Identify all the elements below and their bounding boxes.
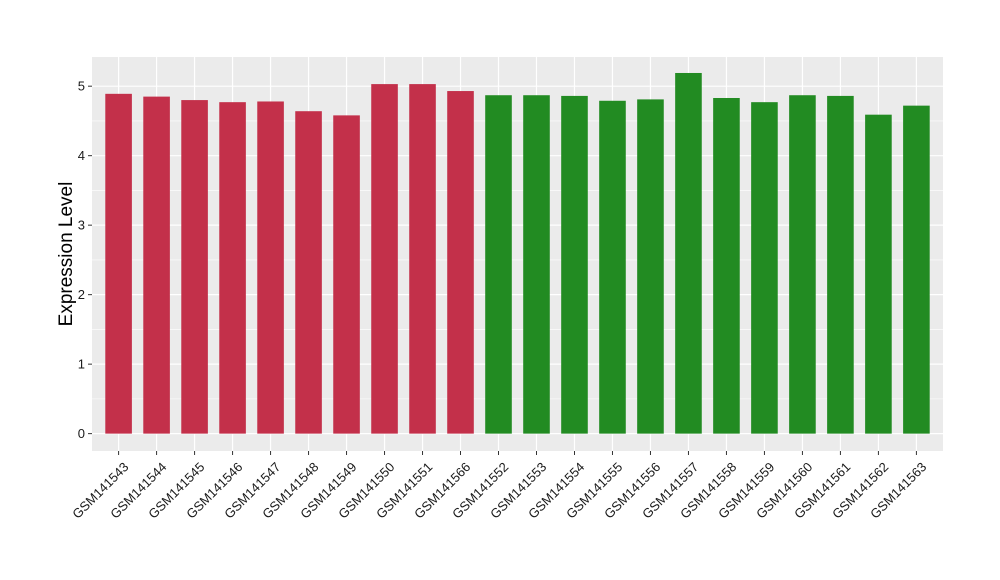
bar-GSM141552 — [485, 95, 512, 434]
bar-GSM141560 — [789, 95, 816, 434]
bar-GSM141548 — [295, 111, 322, 434]
bar-GSM141551 — [409, 84, 436, 434]
y-tick-label: 3 — [78, 218, 85, 233]
y-tick-label: 0 — [78, 426, 85, 441]
bar-GSM141556 — [637, 99, 664, 434]
x-axis: GSM141543GSM141544GSM141545GSM141546GSM1… — [69, 451, 929, 522]
bar-GSM141549 — [333, 115, 360, 434]
bar-GSM141561 — [827, 95, 854, 434]
y-tick-label: 4 — [78, 148, 85, 163]
bar-GSM141557 — [675, 72, 702, 434]
y-tick-label: 1 — [78, 357, 85, 372]
bar-GSM141555 — [599, 100, 626, 434]
bar-GSM141563 — [903, 105, 930, 434]
bar-GSM141566 — [447, 91, 474, 434]
bar-GSM141554 — [561, 95, 588, 434]
bar-GSM141559 — [751, 102, 778, 434]
y-tick-label: 2 — [78, 287, 85, 302]
bar-GSM141550 — [371, 84, 398, 434]
bar-GSM141544 — [143, 96, 170, 434]
bar-GSM141558 — [713, 97, 740, 434]
bars — [105, 72, 930, 434]
bar-GSM141545 — [181, 100, 208, 434]
bar-GSM141553 — [523, 95, 550, 434]
y-tick-label: 5 — [78, 79, 85, 94]
bar-GSM141547 — [257, 101, 284, 434]
y-axis-title: Expression Level — [56, 182, 77, 327]
bar-GSM141562 — [865, 114, 892, 434]
y-axis: 0 1 2 3 4 5 — [78, 79, 92, 441]
bar-GSM141546 — [219, 102, 246, 434]
bar-GSM141543 — [105, 93, 132, 434]
